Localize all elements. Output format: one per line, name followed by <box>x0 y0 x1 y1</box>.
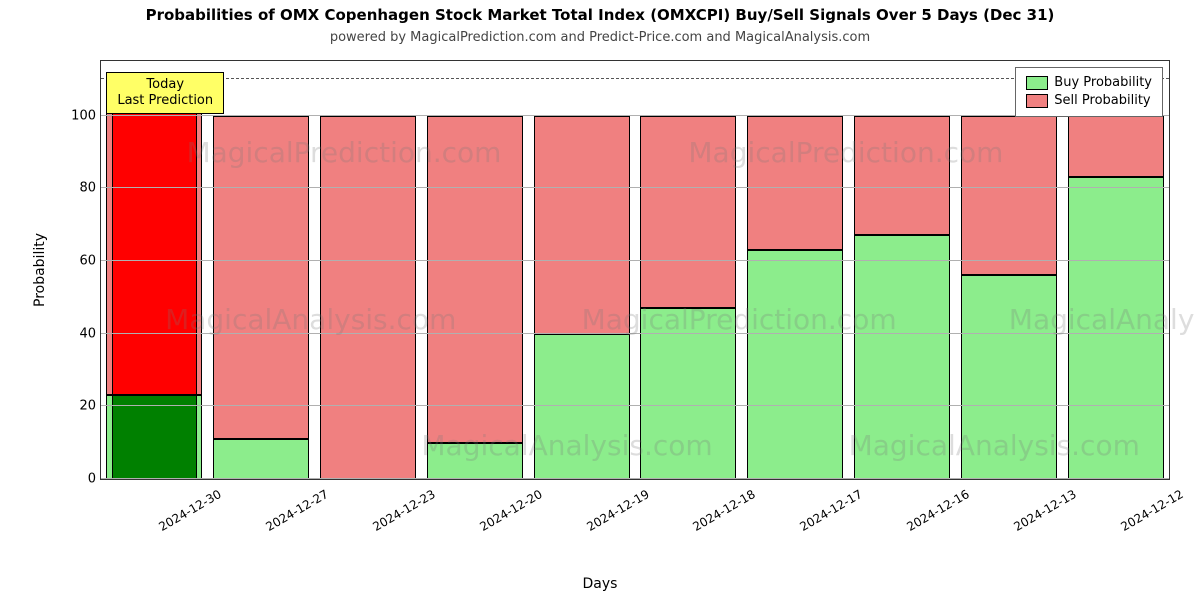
bar-buy <box>747 250 843 479</box>
bar-sell <box>320 116 416 479</box>
bar-sell <box>961 116 1057 276</box>
y-tick-label: 60 <box>61 253 96 268</box>
bar-slot: 2024-12-16 <box>849 61 956 479</box>
today-annotation-box: Today Last Prediction <box>106 72 224 115</box>
bars-layer: 2024-12-302024-12-272024-12-232024-12-20… <box>101 61 1169 479</box>
x-tick-label: 2024-12-17 <box>798 487 865 534</box>
bar-buy <box>961 275 1057 479</box>
bar-slot: 2024-12-12 <box>1062 61 1169 479</box>
legend-swatch <box>1026 94 1048 108</box>
bar-sell-today <box>112 86 197 395</box>
x-tick-label: 2024-12-19 <box>584 487 651 534</box>
x-tick-label: 2024-12-13 <box>1011 487 1078 534</box>
bar-sell <box>854 116 950 236</box>
y-gridline <box>101 478 1169 479</box>
x-tick-label: 2024-12-23 <box>370 487 437 534</box>
x-tick-label: 2024-12-18 <box>691 487 758 534</box>
y-tick-label: 0 <box>61 472 96 487</box>
y-gridline <box>101 333 1169 334</box>
bar-sell <box>747 116 843 250</box>
y-gridline-dashed <box>101 78 1169 79</box>
bar-buy <box>640 308 736 479</box>
legend-swatch <box>1026 76 1048 90</box>
y-tick-label: 40 <box>61 326 96 341</box>
bar-slot: 2024-12-13 <box>955 61 1062 479</box>
bar-buy <box>854 235 950 479</box>
y-gridline <box>101 115 1169 116</box>
today-annotation-line2: Last Prediction <box>117 93 213 109</box>
legend-label: Sell Probability <box>1054 92 1150 110</box>
bar-sell <box>1068 116 1164 178</box>
bar-buy <box>1068 177 1164 479</box>
bar-slot: 2024-12-18 <box>635 61 742 479</box>
legend: Buy ProbabilitySell Probability <box>1015 67 1163 117</box>
x-tick-label: 2024-12-16 <box>904 487 971 534</box>
legend-item: Buy Probability <box>1026 74 1152 92</box>
y-axis-label: Probability <box>32 233 48 307</box>
bar-buy <box>213 439 309 479</box>
bar-slot: 2024-12-27 <box>208 61 315 479</box>
x-tick-label: 2024-12-27 <box>264 487 331 534</box>
bar-slot: 2024-12-30 <box>101 61 208 479</box>
y-gridline <box>101 187 1169 188</box>
x-tick-label: 2024-12-30 <box>157 487 224 534</box>
bar-buy-today <box>112 395 197 479</box>
bar-slot: 2024-12-23 <box>315 61 422 479</box>
chart-title: Probabilities of OMX Copenhagen Stock Ma… <box>0 6 1200 24</box>
x-tick-label: 2024-12-12 <box>1118 487 1185 534</box>
plot-area: 2024-12-302024-12-272024-12-232024-12-20… <box>100 60 1170 480</box>
x-tick-label: 2024-12-20 <box>477 487 544 534</box>
bar-sell <box>640 116 736 309</box>
chart-subtitle: powered by MagicalPrediction.com and Pre… <box>0 30 1200 45</box>
bar-sell <box>427 116 523 443</box>
y-tick-label: 100 <box>61 108 96 123</box>
legend-item: Sell Probability <box>1026 92 1152 110</box>
bar-slot: 2024-12-19 <box>528 61 635 479</box>
y-gridline <box>101 260 1169 261</box>
bar-slot: 2024-12-17 <box>742 61 849 479</box>
x-axis-label: Days <box>583 576 618 592</box>
bar-slot: 2024-12-20 <box>421 61 528 479</box>
y-tick-label: 80 <box>61 181 96 196</box>
legend-label: Buy Probability <box>1054 74 1152 92</box>
chart-container: Probabilities of OMX Copenhagen Stock Ma… <box>0 0 1200 600</box>
today-annotation-line1: Today <box>117 77 213 93</box>
bar-sell <box>534 116 630 334</box>
y-tick-label: 20 <box>61 399 96 414</box>
y-gridline <box>101 405 1169 406</box>
bar-sell <box>213 116 309 439</box>
bar-buy <box>427 443 523 479</box>
